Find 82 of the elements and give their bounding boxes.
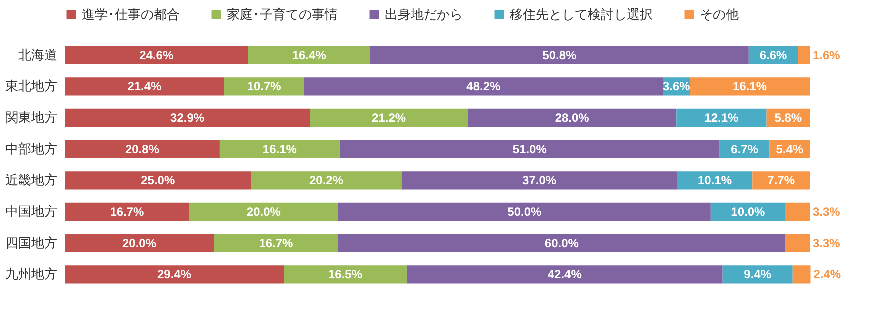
bar — [338, 202, 711, 222]
bar — [676, 108, 767, 128]
bar — [338, 234, 786, 252]
data-label: 21.4% — [128, 80, 162, 94]
bar — [220, 140, 340, 158]
data-label: 20.2% — [309, 174, 344, 188]
data-label: 2.4% — [814, 268, 842, 282]
data-label: 28.0% — [555, 111, 590, 126]
data-label: 24.6% — [140, 48, 174, 62]
bar — [248, 46, 370, 64]
bar — [785, 202, 810, 222]
y-tick-label: 東北地方 — [6, 78, 58, 94]
legend-label: 家庭･子育ての事情 — [227, 6, 338, 22]
bar — [189, 202, 338, 222]
data-label: 3.3% — [813, 236, 841, 250]
data-label: 3.6% — [662, 80, 691, 94]
data-label: 32.9% — [170, 111, 205, 126]
bar — [65, 266, 284, 284]
bar — [251, 172, 402, 190]
y-tick-label: 中部地方 — [6, 141, 58, 156]
y-tick-label: 近畿地方 — [6, 172, 58, 188]
y-tick-label: 中国地方 — [6, 204, 58, 219]
data-label: 16.1% — [733, 80, 768, 94]
data-label: 1.6% — [813, 48, 841, 62]
data-label: 16.1% — [262, 142, 298, 156]
data-label: 3.3% — [813, 204, 841, 219]
data-label: 7.7% — [768, 174, 796, 188]
data-label: 10.1% — [698, 174, 732, 188]
data-label: 16.7% — [259, 236, 294, 250]
data-label: 29.4% — [158, 268, 192, 282]
bar — [65, 172, 252, 190]
data-label: 16.4% — [292, 48, 327, 62]
bar — [65, 140, 220, 158]
bar — [65, 46, 248, 64]
data-label: 10.0% — [731, 204, 766, 219]
bar — [798, 46, 810, 64]
data-label: 5.4% — [776, 142, 804, 156]
data-label: 20.0% — [122, 236, 157, 250]
legend-label: その他 — [700, 6, 739, 22]
bar — [284, 266, 407, 284]
bar — [792, 266, 811, 284]
bar — [370, 46, 749, 64]
data-label: 48.2% — [466, 80, 502, 94]
data-label: 20.0% — [246, 204, 282, 219]
data-label: 50.8% — [542, 48, 578, 62]
bar — [468, 108, 677, 128]
data-label: 20.8% — [125, 142, 160, 156]
bar — [65, 234, 214, 252]
bar — [224, 78, 304, 96]
legend-label: 移住先として検討し選択 — [510, 6, 653, 22]
legend-label: 進学･仕事の都合 — [82, 6, 180, 22]
y-tick-label: 四国地方 — [6, 235, 58, 250]
data-label: 16.7% — [110, 204, 145, 219]
bar — [310, 108, 468, 128]
bar — [340, 140, 720, 158]
y-tick-label: 九州地方 — [6, 266, 58, 282]
data-label: 10.7% — [247, 80, 282, 94]
bar — [402, 172, 678, 190]
data-label: 6.6% — [760, 48, 788, 62]
bar — [406, 266, 723, 284]
data-label: 5.8% — [774, 111, 802, 126]
data-label: 42.4% — [548, 268, 582, 282]
bar — [65, 78, 224, 96]
data-label: 6.7% — [731, 142, 759, 156]
bar — [785, 234, 810, 252]
data-label: 25.0% — [141, 174, 176, 188]
legend-label: 出身地だから — [385, 6, 463, 22]
bar — [690, 78, 810, 96]
data-label: 37.0% — [522, 174, 557, 188]
bar — [304, 78, 664, 96]
data-label: 9.4% — [744, 268, 772, 282]
y-tick-label: 関東地方 — [6, 110, 58, 126]
data-label: 16.5% — [328, 268, 363, 282]
data-label: 51.0% — [512, 142, 548, 156]
bar — [65, 202, 190, 222]
bar — [65, 108, 310, 128]
data-label: 50.0% — [508, 204, 542, 219]
y-tick-label: 北海道 — [18, 47, 58, 62]
bar — [214, 234, 338, 252]
data-label: 21.2% — [372, 111, 406, 126]
data-label: 60.0% — [544, 236, 580, 250]
data-label: 12.1% — [704, 111, 740, 126]
